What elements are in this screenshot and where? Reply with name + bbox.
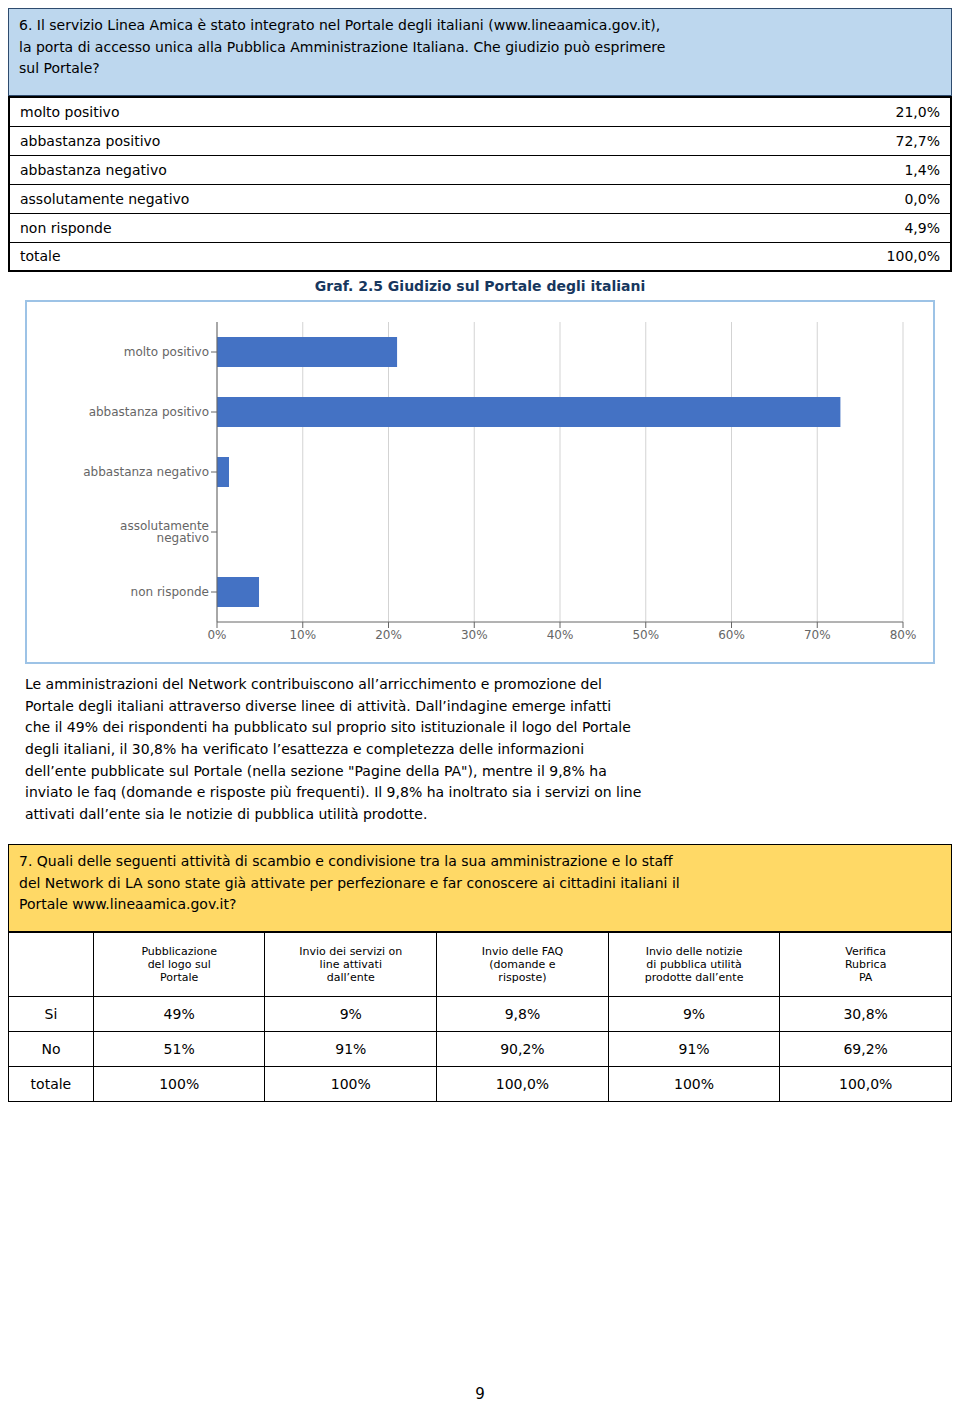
- html-text:100,0%: 100,0%: [886, 248, 940, 265]
- html-text:91%: 91%: [678, 1041, 710, 1057]
- html-text:sul Portale?: sul Portale?: [19, 60, 100, 77]
- html-text:abbastanza negativo: abbastanza negativo: [20, 161, 167, 178]
- html-text:9%: 9%: [682, 1006, 706, 1022]
- html-text:Si: Si: [44, 1006, 58, 1022]
- html-text:0,0%: 0,0%: [904, 190, 940, 207]
- svg-text:molto positivo: molto positivo: [124, 345, 209, 359]
- html-text:100%: 100%: [330, 1076, 371, 1092]
- html-text:90,2%: 90,2%: [500, 1041, 545, 1057]
- html-text:91%: 91%: [335, 1041, 367, 1057]
- html-text:Invio delle notizie di pubblic: Invio delle notizie di pubblica utilità …: [644, 945, 744, 984]
- html-text:Graf. 2.5 Giudizio sul Portale: Graf. 2.5 Giudizio sul Portale degli ita…: [314, 278, 646, 294]
- svg-text:80%: 80%: [890, 628, 917, 642]
- html-text:4,9%: 4,9%: [904, 219, 940, 236]
- html-text:assolutamente negativo: assolutamente negativo: [20, 190, 190, 207]
- svg-text:abbastanza positivo: abbastanza positivo: [89, 405, 209, 419]
- html-text:1,4%: 1,4%: [904, 161, 940, 178]
- html-text:totale: totale: [20, 248, 61, 265]
- svg-text:abbastanza negativo: abbastanza negativo: [83, 465, 209, 479]
- html-text:51%: 51%: [163, 1041, 195, 1057]
- html-text:Invio delle FAQ (domande e ris: Invio delle FAQ (domande e risposte): [481, 945, 564, 984]
- html-text:No: No: [41, 1041, 61, 1057]
- html-text:30,8%: 30,8%: [843, 1006, 888, 1022]
- html-text:Le amministrazioni del Network: Le amministrazioni del Network contribui…: [25, 676, 642, 823]
- html-text:la porta di accesso unica alla: la porta di accesso unica alla Pubblica …: [19, 38, 666, 55]
- html-text:abbastanza positivo: abbastanza positivo: [20, 132, 161, 149]
- html-text:100%: 100%: [674, 1076, 715, 1092]
- html-text:Pubblicazione del logo sul Por: Pubblicazione del logo sul Portale: [141, 945, 217, 984]
- html-text:molto positivo: molto positivo: [20, 103, 120, 120]
- html-text:100,0%: 100,0%: [495, 1076, 550, 1092]
- html-text:21,0%: 21,0%: [895, 103, 940, 120]
- html-text:non risponde: non risponde: [20, 219, 112, 236]
- html-text:9%: 9%: [339, 1006, 362, 1022]
- html-text:69,2%: 69,2%: [843, 1041, 888, 1057]
- html-text:Verifica Rubrica PA: Verifica Rubrica PA: [844, 945, 887, 984]
- html-text:72,7%: 72,7%: [895, 132, 940, 149]
- html-text:6. Il servizio Linea Amica è s: 6. Il servizio Linea Amica è stato integ…: [19, 17, 661, 33]
- html-text:totale: totale: [30, 1076, 72, 1092]
- svg-text:10%: 10%: [289, 628, 316, 642]
- html-text:Invio dei servizi on line atti: Invio dei servizi on line attivati dall’…: [299, 945, 403, 984]
- svg-text:20%: 20%: [375, 628, 402, 642]
- html-text:del Network di LA sono state g: del Network di LA sono state già attivat…: [19, 874, 680, 891]
- svg-text:50%: 50%: [632, 628, 659, 642]
- svg-text:assolutamentenegativo: assolutamentenegativo: [120, 519, 209, 545]
- svg-text:non risponde: non risponde: [131, 585, 209, 599]
- html-text:49%: 49%: [163, 1006, 195, 1022]
- svg-text:70%: 70%: [804, 628, 831, 642]
- svg-text:0%: 0%: [207, 628, 226, 642]
- svg-text:40%: 40%: [547, 628, 574, 642]
- html-text:9,8%: 9,8%: [504, 1006, 541, 1022]
- html-text:9: 9: [475, 1385, 485, 1403]
- html-text:Portale www.lineaamica.gov.it?: Portale www.lineaamica.gov.it?: [19, 896, 237, 913]
- svg-text:60%: 60%: [718, 628, 745, 642]
- html-text:7. Quali delle seguenti attivi: 7. Quali delle seguenti attività di scam…: [19, 853, 673, 869]
- svg-text:30%: 30%: [461, 628, 488, 642]
- html-text:100,0%: 100,0%: [839, 1076, 893, 1092]
- html-text:100%: 100%: [159, 1076, 200, 1092]
